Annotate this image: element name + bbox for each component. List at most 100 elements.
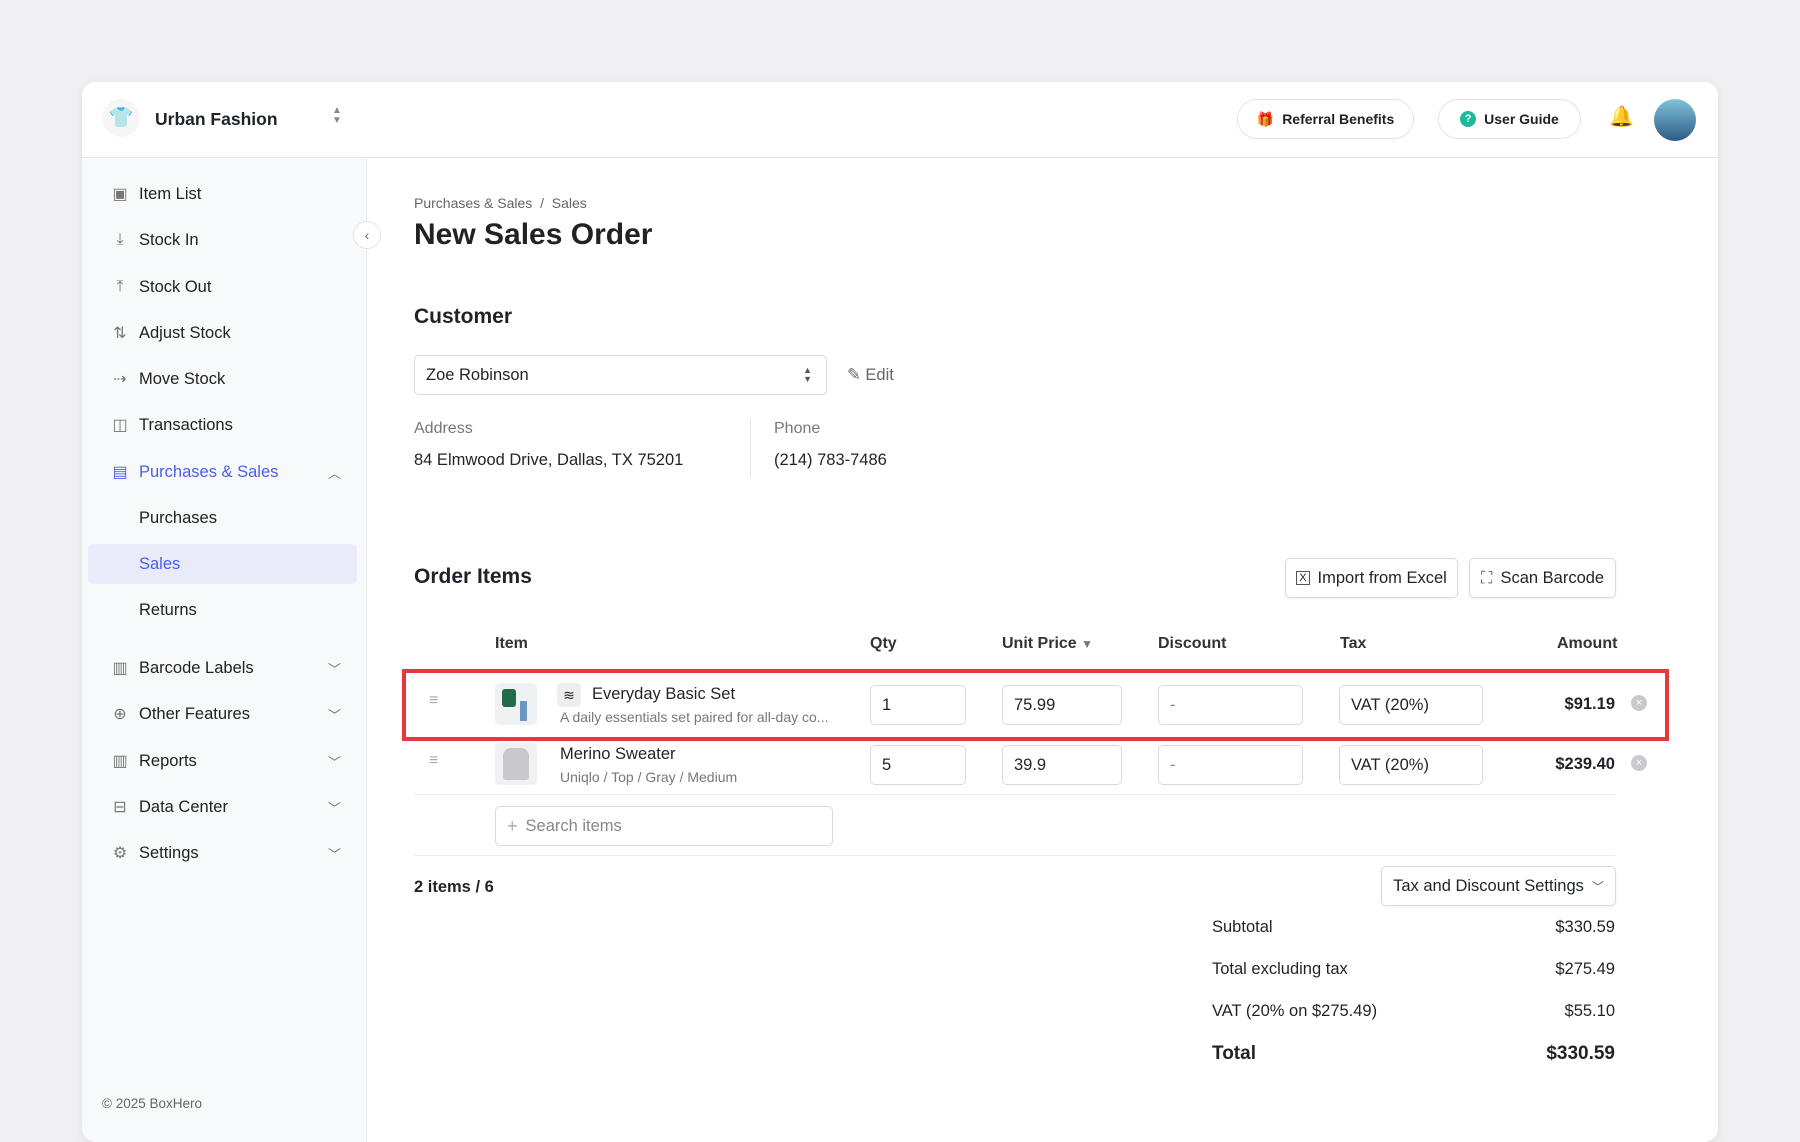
- label: Stock Out: [139, 277, 212, 296]
- scan-barcode-button[interactable]: ⛶ Scan Barcode: [1469, 558, 1616, 598]
- remove-row-icon[interactable]: ×: [1631, 695, 1647, 711]
- breadcrumb: Purchases & Sales / Sales: [414, 195, 587, 211]
- discount-input[interactable]: -: [1158, 685, 1303, 725]
- subtotal-row: Subtotal $330.59: [1212, 918, 1615, 937]
- qty-input[interactable]: 5: [870, 745, 966, 785]
- caret-down-icon: ▼: [1081, 637, 1094, 651]
- item-description: A daily essentials set paired for all-da…: [560, 709, 829, 725]
- chevron-up-icon: ︿: [327, 465, 341, 481]
- order-items-heading: Order Items: [414, 565, 532, 588]
- arrow-right-icon: ⇢: [113, 371, 127, 388]
- user-guide-button[interactable]: ? User Guide: [1438, 99, 1581, 139]
- col-unit-price[interactable]: Unit Price ▼: [1002, 635, 1093, 653]
- sidebar-item-other-features[interactable]: ⊕ Other Features ﹀: [82, 694, 367, 734]
- customer-name: Zoe Robinson: [426, 365, 529, 384]
- sidebar-item-item-list[interactable]: ▣ Item List: [82, 174, 367, 214]
- workspace-switch-icon[interactable]: ▲ ▼: [332, 105, 342, 126]
- document-icon: ▤: [112, 464, 128, 481]
- item-thumbnail: [495, 743, 537, 785]
- vat-label: VAT (20% on $275.49): [1212, 1002, 1378, 1020]
- referral-benefits-button[interactable]: 🎁 Referral Benefits: [1237, 99, 1414, 139]
- help-icon: ?: [1460, 111, 1477, 127]
- sidebar-item-move-stock[interactable]: ⇢ Move Stock: [82, 359, 367, 399]
- qty-input[interactable]: 1: [870, 685, 966, 725]
- remove-row-icon[interactable]: ×: [1631, 755, 1647, 771]
- sidebar-item-adjust-stock[interactable]: ⇅ Adjust Stock: [82, 313, 367, 353]
- row-amount: $239.40: [1555, 755, 1615, 773]
- col-unit-price-label: Unit Price: [1002, 635, 1077, 652]
- total-label: Total: [1212, 1043, 1256, 1064]
- label: Other Features: [139, 704, 250, 723]
- sidebar-item-purchases-sales[interactable]: ▤ Purchases & Sales ︿: [82, 452, 367, 492]
- pencil-icon: ✎: [847, 366, 861, 384]
- chevron-down-icon: ﹀: [327, 707, 341, 723]
- sidebar-item-transactions[interactable]: ◫ Transactions: [82, 405, 367, 445]
- chevron-down-icon: ﹀: [1591, 879, 1604, 894]
- chevron-down-icon: ﹀: [327, 800, 341, 816]
- box-icon: ▣: [112, 186, 128, 203]
- sidebar: ▣ Item List ⤓ Stock In ⤒ Stock Out ⇅ Adjust …: [82, 159, 367, 1142]
- label: Move Stock: [139, 369, 226, 388]
- scan-label: Scan Barcode: [1500, 568, 1605, 587]
- database-icon: ⊟: [113, 799, 127, 816]
- arrow-up-icon: ⤒: [116, 278, 124, 295]
- subtotal-label: Subtotal: [1212, 918, 1273, 936]
- excel-icon: X: [1296, 571, 1310, 585]
- label: Barcode Labels: [139, 658, 254, 677]
- plus-circle-icon: ⊕: [113, 706, 127, 723]
- unit-price-input[interactable]: 39.9: [1002, 745, 1122, 785]
- excl-tax-row: Total excluding tax $275.49: [1212, 960, 1615, 979]
- item-name[interactable]: Merino Sweater: [560, 745, 676, 763]
- collapse-sidebar-button[interactable]: ‹: [353, 221, 381, 249]
- customer-heading: Customer: [414, 305, 513, 328]
- sidebar-item-barcode-labels[interactable]: ▥ Barcode Labels ﹀: [82, 648, 367, 688]
- label: Transactions: [139, 415, 233, 434]
- copyright: © 2025 BoxHero: [102, 1096, 203, 1111]
- sidebar-item-reports[interactable]: ▥ Reports ﹀: [82, 741, 367, 781]
- sidebar-item-stock-in[interactable]: ⤓ Stock In: [82, 220, 367, 260]
- address-label: Address: [414, 420, 473, 437]
- unit-price-input[interactable]: 75.99: [1002, 685, 1122, 725]
- customer-select[interactable]: Zoe Robinson ▲ ▼: [414, 355, 827, 395]
- scan-icon: ⛶: [1480, 568, 1493, 587]
- tax-select[interactable]: VAT (20%): [1339, 685, 1483, 725]
- sidebar-item-settings[interactable]: ⚙ Settings ﹀: [82, 833, 367, 873]
- import-label: Import from Excel: [1317, 568, 1447, 587]
- edit-label: Edit: [865, 366, 894, 384]
- breadcrumb-purchases-sales[interactable]: Purchases & Sales: [414, 195, 533, 211]
- drag-handle-icon[interactable]: ≡: [429, 752, 439, 769]
- row-highlight-box: [402, 669, 1669, 741]
- sidebar-item-purchases[interactable]: Purchases: [82, 498, 367, 538]
- tax-settings-label: Tax and Discount Settings: [1393, 876, 1584, 895]
- total-value: $330.59: [1546, 1043, 1615, 1064]
- select-arrows-icon: ▲ ▼: [803, 365, 812, 384]
- import-excel-button[interactable]: X Import from Excel: [1285, 558, 1458, 598]
- address-value: 84 Elmwood Drive, Dallas, TX 75201: [414, 451, 684, 469]
- discount-input[interactable]: -: [1158, 745, 1303, 785]
- vat-value: $55.10: [1564, 1002, 1615, 1020]
- subtotal-value: $330.59: [1555, 918, 1615, 936]
- brand-name[interactable]: Urban Fashion: [155, 109, 278, 129]
- top-header: 👕 Urban Fashion ▲ ▼ 🎁 Referral Benefits ? U…: [82, 82, 1718, 158]
- sidebar-item-returns[interactable]: Returns: [82, 590, 367, 630]
- search-items-input[interactable]: + Search items: [495, 806, 833, 846]
- bell-icon[interactable]: 🔔: [1609, 106, 1634, 128]
- breadcrumb-sales[interactable]: Sales: [551, 195, 587, 211]
- avatar[interactable]: [1654, 99, 1696, 141]
- tax-discount-settings-dropdown[interactable]: Tax and Discount Settings ﹀: [1381, 866, 1616, 906]
- tax-select[interactable]: VAT (20%): [1339, 745, 1483, 785]
- label: Settings: [139, 843, 199, 862]
- user-guide-label: User Guide: [1484, 111, 1559, 127]
- col-tax: Tax: [1340, 635, 1367, 652]
- brand-logo[interactable]: 👕: [102, 99, 140, 137]
- plus-icon: +: [507, 815, 518, 836]
- sidebar-item-sales[interactable]: Sales: [88, 544, 357, 584]
- edit-customer-button[interactable]: ✎ Edit: [847, 365, 894, 385]
- transactions-icon: ◫: [112, 417, 128, 434]
- item-count: 2 items / 6: [414, 878, 494, 896]
- label: Data Center: [139, 797, 228, 816]
- item-name[interactable]: Everyday Basic Set: [592, 685, 736, 703]
- sidebar-item-stock-out[interactable]: ⤒ Stock Out: [82, 267, 367, 307]
- drag-handle-icon[interactable]: ≡: [429, 692, 439, 709]
- sidebar-item-data-center[interactable]: ⊟ Data Center ﹀: [82, 787, 367, 827]
